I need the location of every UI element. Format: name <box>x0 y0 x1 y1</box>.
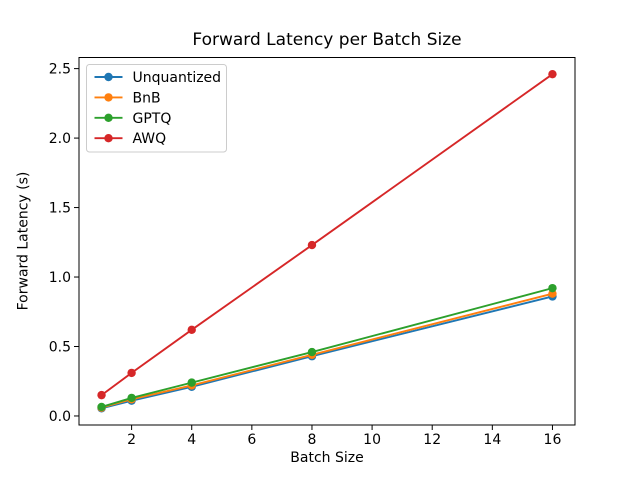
chart-title: Forward Latency per Batch Size <box>192 30 461 50</box>
legend: Unquantized BnB GPTQ AWQ <box>86 64 227 153</box>
y-tick-label: 1.5 <box>49 201 71 217</box>
data-point-gptq <box>187 378 196 387</box>
y-tick-label: 0.0 <box>49 409 71 425</box>
x-tick-label: 10 <box>363 432 381 448</box>
data-point-awq <box>187 325 196 335</box>
legend-marker <box>104 93 113 102</box>
legend-label: GPTQ <box>133 111 172 127</box>
series-line-bnb <box>101 292 553 409</box>
x-tick-label: 16 <box>544 432 562 448</box>
y-tick-label: 0.5 <box>49 339 71 355</box>
axis-ticks: 2 4 6 8 10 12 14 16 0.0 0.5 1.0 1.5 2.0 2.5 <box>49 62 562 448</box>
data-point-gptq <box>127 393 136 403</box>
y-axis-label: Forward Latency (s) <box>16 172 32 311</box>
data-point-awq <box>548 69 557 79</box>
data-point-gptq <box>97 402 106 412</box>
series-line-gptq <box>101 287 553 408</box>
data-point-gptq <box>548 283 557 293</box>
legend-marker <box>104 113 113 123</box>
plot-area <box>78 57 576 426</box>
y-tick-label: 1.0 <box>49 270 71 286</box>
x-tick-label: 2 <box>127 432 136 448</box>
x-tick-label: 14 <box>483 432 501 448</box>
legend-marker <box>104 72 113 82</box>
legend-marker <box>104 134 113 143</box>
x-tick-label: 4 <box>187 432 196 448</box>
y-tick-label: 2.0 <box>49 131 71 147</box>
x-axis-label: Batch Size <box>290 450 363 466</box>
legend-label: AWQ <box>133 131 167 147</box>
legend-box <box>86 64 227 153</box>
data-point-awq <box>307 240 317 250</box>
y-tick-label: 2.5 <box>49 62 71 78</box>
data-point-awq <box>127 368 136 378</box>
data-point-gptq <box>307 347 317 357</box>
data-series <box>97 69 557 413</box>
data-point-awq <box>97 390 106 400</box>
x-tick-label: 8 <box>308 432 317 448</box>
legend-label: Unquantized <box>133 70 222 86</box>
legend-label: BnB <box>133 90 161 106</box>
x-tick-label: 12 <box>423 432 441 448</box>
x-tick-label: 6 <box>247 432 256 448</box>
